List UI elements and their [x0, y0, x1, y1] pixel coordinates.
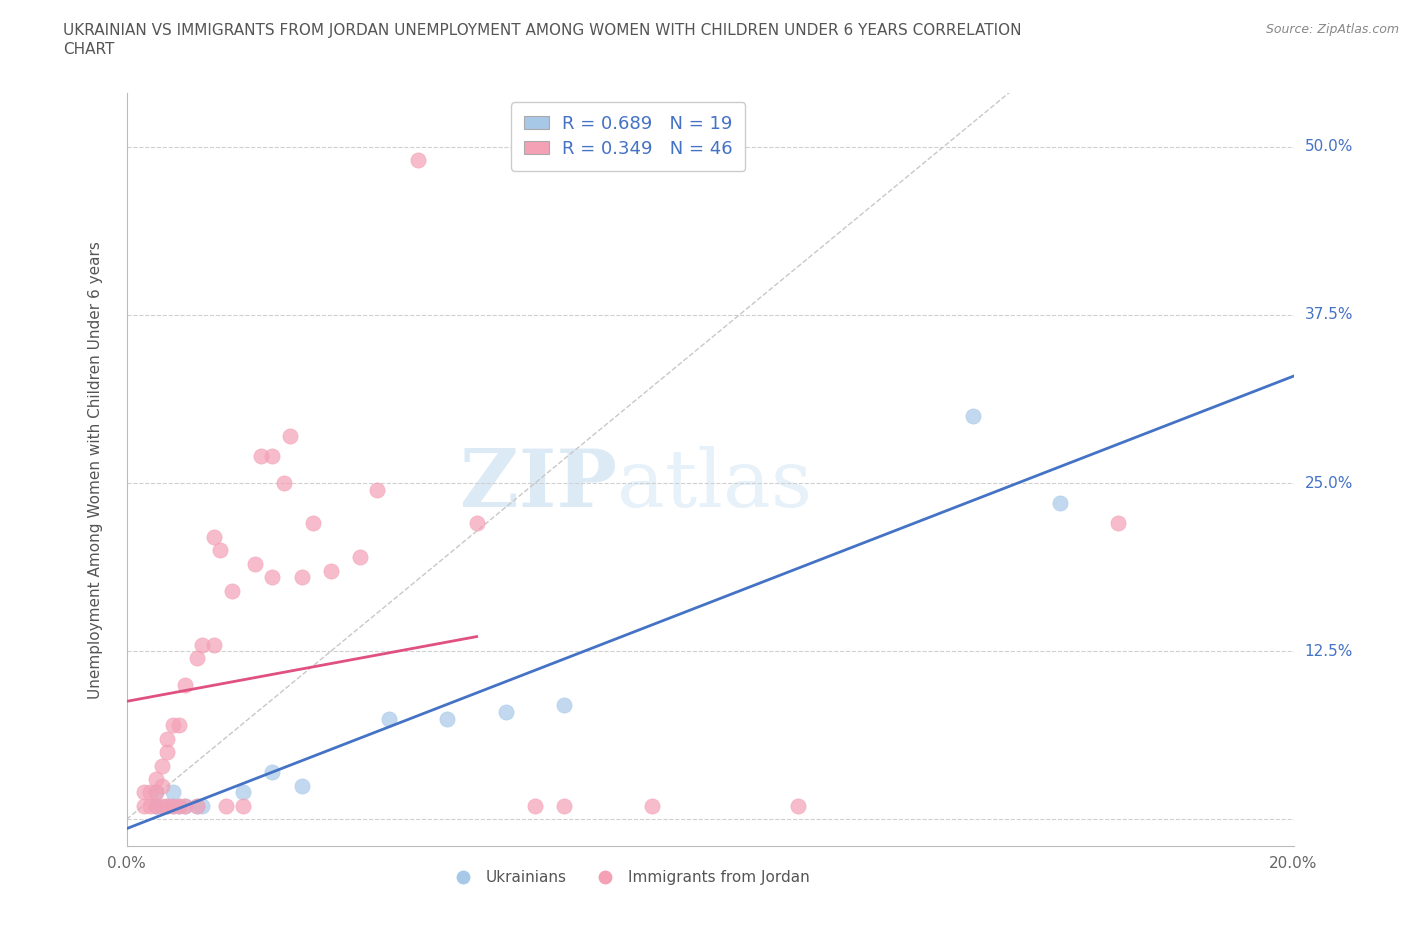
- Legend: Ukrainians, Immigrants from Jordan: Ukrainians, Immigrants from Jordan: [441, 864, 815, 891]
- Text: 37.5%: 37.5%: [1305, 308, 1353, 323]
- Y-axis label: Unemployment Among Women with Children Under 6 years: Unemployment Among Women with Children U…: [89, 241, 103, 698]
- Point: [132, 799, 155, 814]
- Point: [221, 583, 243, 598]
- Point: [278, 429, 301, 444]
- Point: [290, 778, 312, 793]
- Text: 50.0%: 50.0%: [1305, 140, 1353, 154]
- Point: [262, 570, 284, 585]
- Text: 25.0%: 25.0%: [1305, 475, 1353, 491]
- Point: [156, 731, 179, 746]
- Point: [640, 799, 664, 814]
- Point: [249, 449, 271, 464]
- Point: [139, 785, 162, 800]
- Point: [174, 799, 197, 814]
- Point: [290, 570, 312, 585]
- Point: [145, 799, 167, 814]
- Point: [553, 799, 575, 814]
- Text: Source: ZipAtlas.com: Source: ZipAtlas.com: [1265, 23, 1399, 36]
- Point: [232, 785, 254, 800]
- Point: [319, 563, 342, 578]
- Point: [262, 764, 284, 779]
- Point: [150, 758, 173, 773]
- Point: [202, 637, 225, 652]
- Point: [208, 543, 231, 558]
- Point: [186, 651, 208, 666]
- Point: [145, 785, 167, 800]
- Point: [145, 799, 167, 814]
- Point: [132, 785, 155, 800]
- Point: [186, 799, 208, 814]
- Point: [191, 799, 214, 814]
- Point: [162, 785, 184, 800]
- Point: [465, 516, 488, 531]
- Point: [378, 711, 401, 726]
- Point: [524, 799, 547, 814]
- Point: [162, 799, 184, 814]
- Point: [145, 772, 167, 787]
- Text: UKRAINIAN VS IMMIGRANTS FROM JORDAN UNEMPLOYMENT AMONG WOMEN WITH CHILDREN UNDER: UKRAINIAN VS IMMIGRANTS FROM JORDAN UNEM…: [63, 23, 1022, 38]
- Text: CHART: CHART: [63, 42, 115, 57]
- Text: ZIP: ZIP: [460, 445, 617, 524]
- Text: 12.5%: 12.5%: [1305, 644, 1353, 658]
- Point: [215, 799, 238, 814]
- Text: atlas: atlas: [617, 445, 811, 524]
- Point: [145, 799, 167, 814]
- Point: [150, 778, 173, 793]
- Point: [167, 799, 190, 814]
- Point: [1049, 496, 1071, 511]
- Point: [156, 745, 179, 760]
- Point: [174, 799, 197, 814]
- Point: [139, 799, 162, 814]
- Point: [495, 704, 517, 719]
- Point: [167, 718, 190, 733]
- Point: [273, 475, 295, 490]
- Point: [232, 799, 254, 814]
- Point: [162, 799, 184, 814]
- Point: [243, 556, 266, 571]
- Point: [162, 718, 184, 733]
- Point: [191, 637, 214, 652]
- Point: [349, 550, 371, 565]
- Point: [156, 799, 179, 814]
- Point: [167, 799, 190, 814]
- Point: [1108, 516, 1130, 531]
- Point: [786, 799, 808, 814]
- Point: [262, 449, 284, 464]
- Point: [366, 483, 388, 498]
- Point: [145, 785, 167, 800]
- Point: [186, 799, 208, 814]
- Point: [408, 153, 430, 167]
- Point: [553, 698, 575, 712]
- Point: [174, 677, 197, 692]
- Point: [436, 711, 458, 726]
- Point: [302, 516, 325, 531]
- Point: [150, 799, 173, 814]
- Point: [156, 799, 179, 814]
- Point: [202, 529, 225, 544]
- Point: [962, 408, 984, 423]
